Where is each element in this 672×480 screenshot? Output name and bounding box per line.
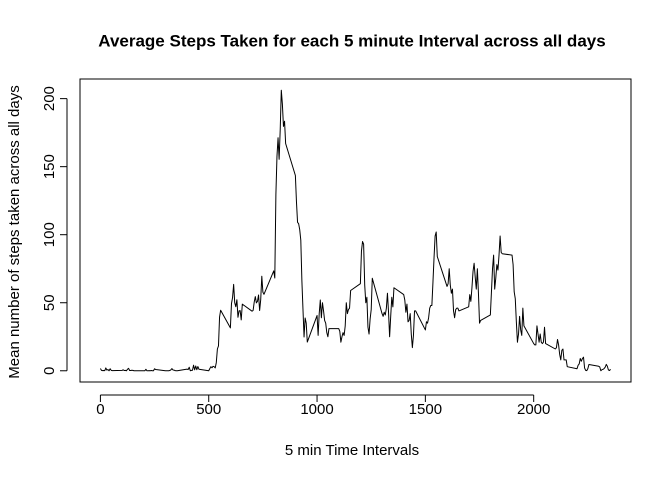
y-tick-label: 50 [41, 294, 58, 311]
x-tick-label: 2000 [517, 401, 550, 418]
y-tick-label: 200 [41, 86, 58, 111]
y-tick-label: 0 [41, 367, 58, 375]
y-axis-label: Mean number of steps taken across all da… [6, 85, 23, 378]
data-line [99, 89, 611, 372]
x-tick-label: 0 [96, 401, 104, 418]
x-axis-label: 5 min Time Intervals [285, 442, 419, 459]
y-tick-label: 100 [41, 222, 58, 247]
x-tick-label: 1500 [409, 401, 442, 418]
y-tick-label: 150 [41, 154, 58, 179]
plot-box [79, 78, 632, 383]
x-tick-label: 1000 [300, 401, 333, 418]
x-tick-label: 500 [196, 401, 221, 418]
chart-title: Average Steps Taken for each 5 minute In… [98, 31, 605, 50]
